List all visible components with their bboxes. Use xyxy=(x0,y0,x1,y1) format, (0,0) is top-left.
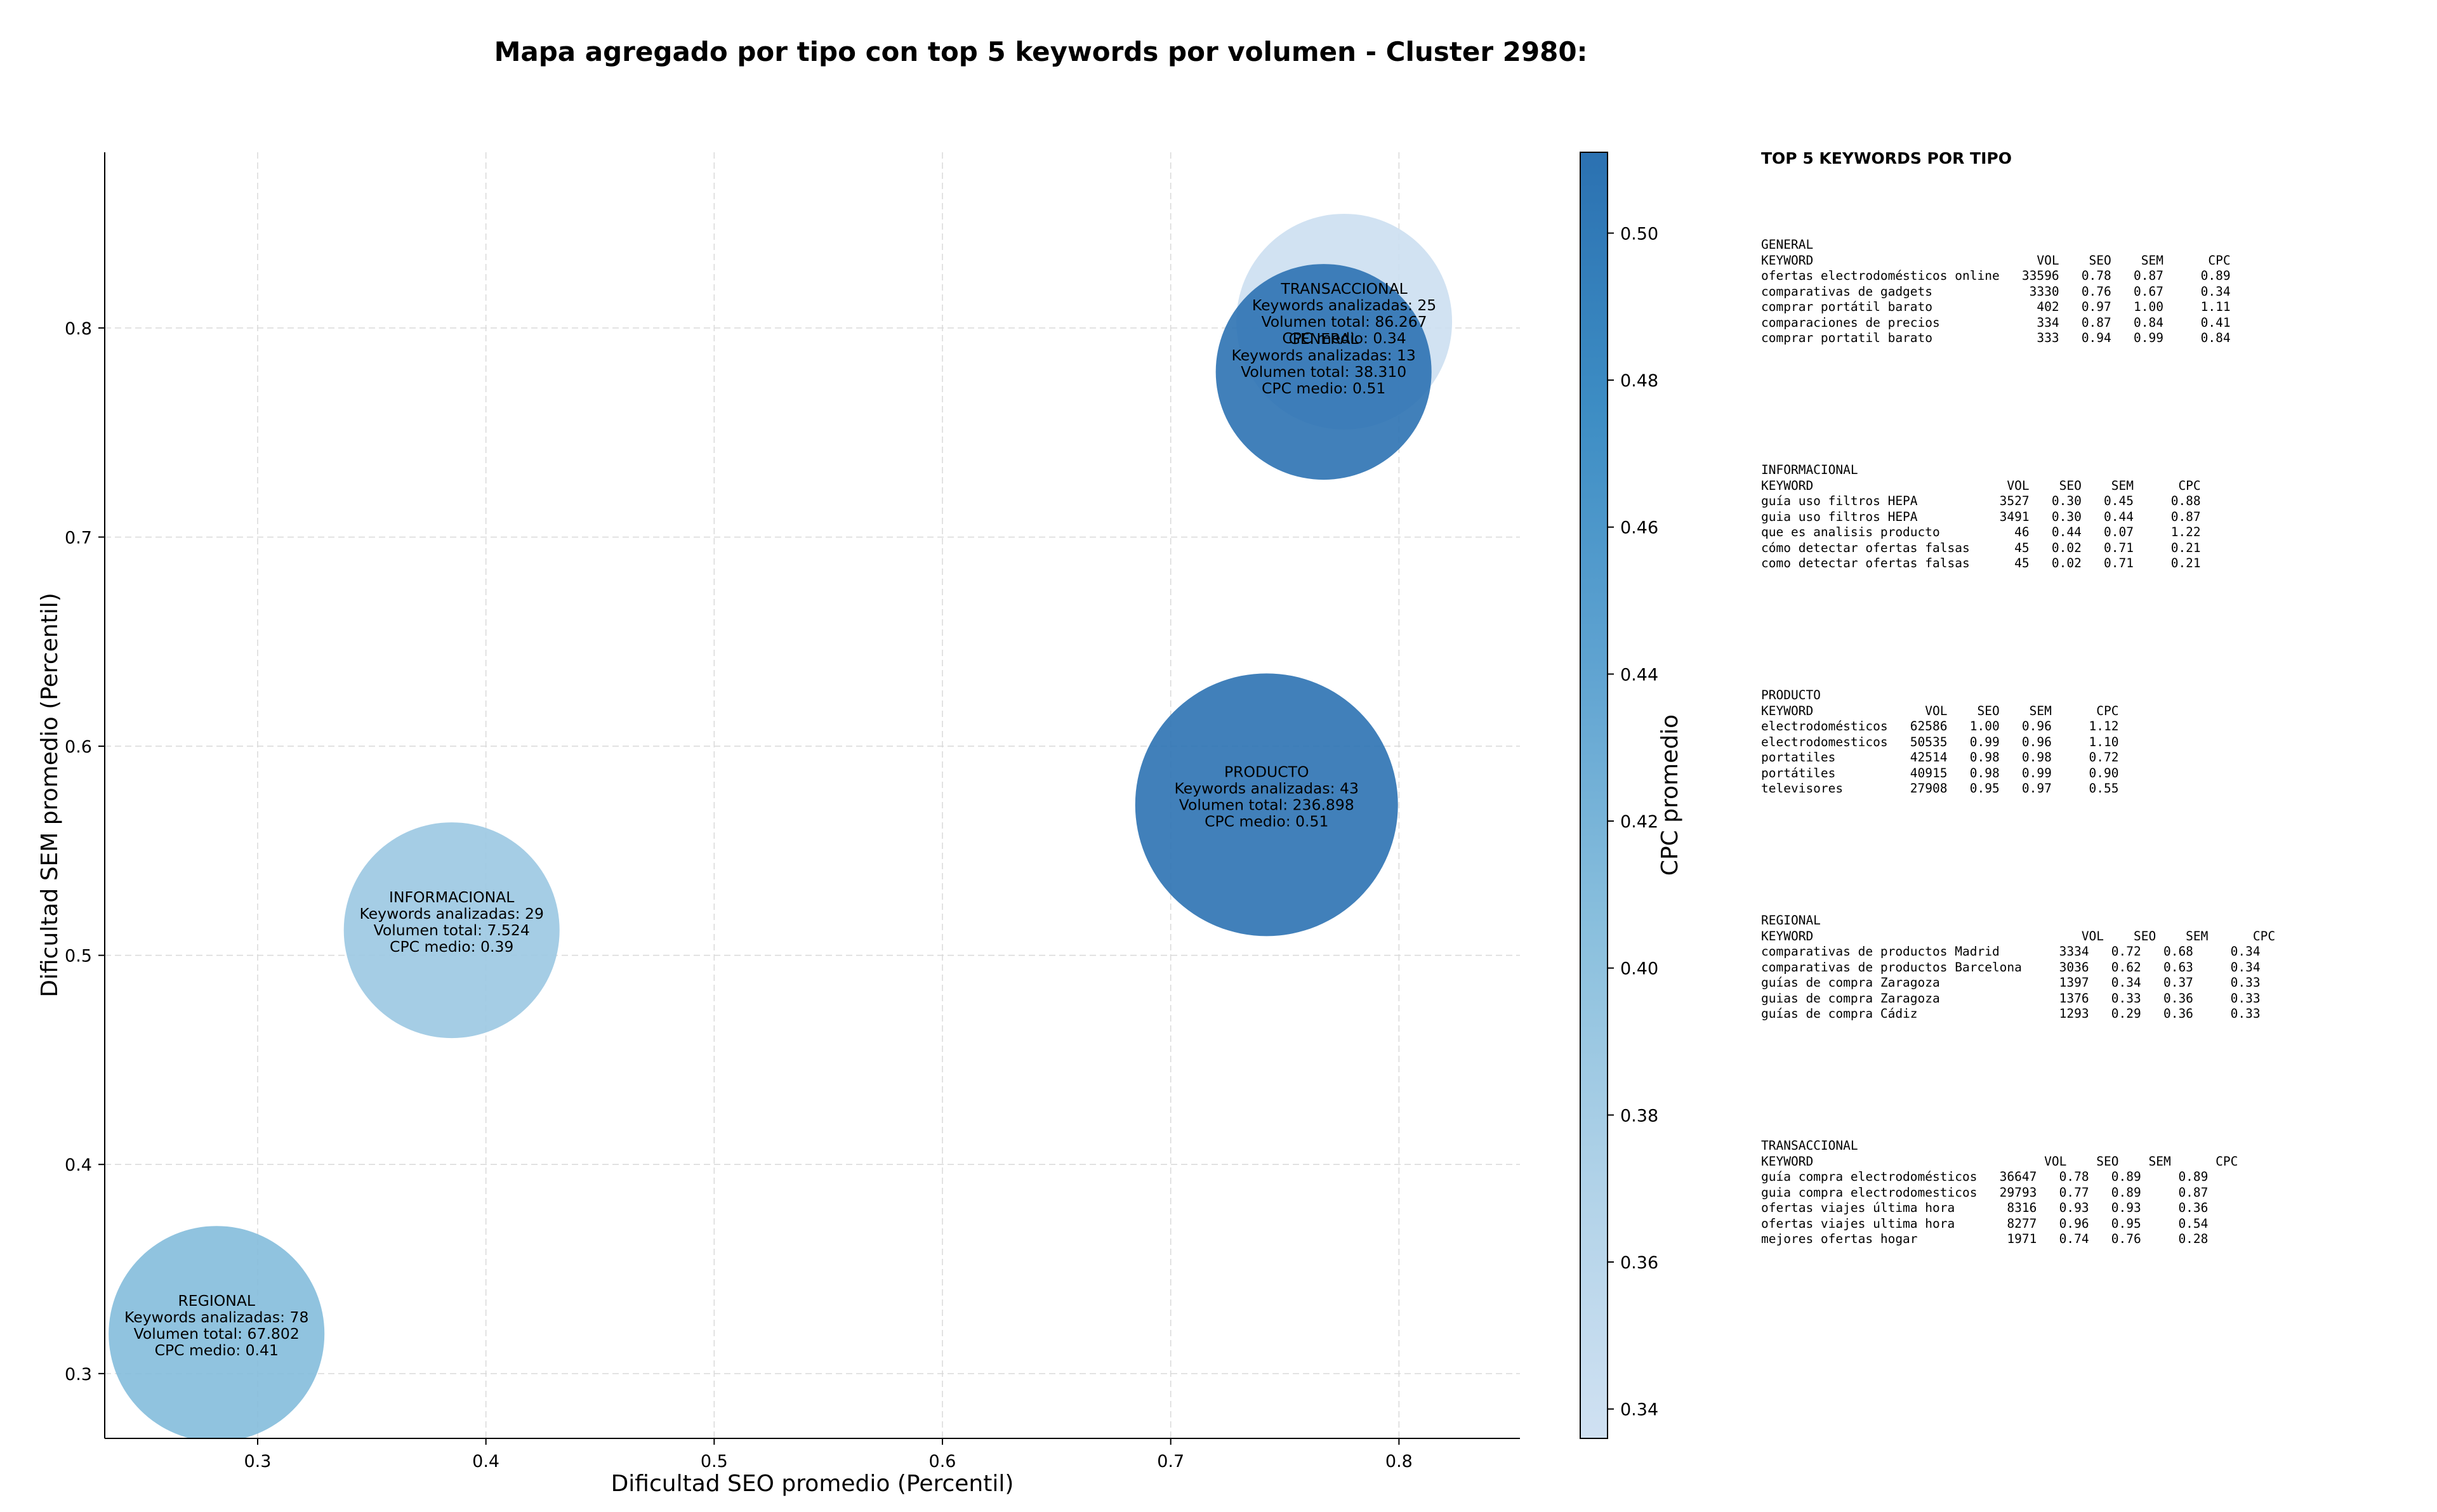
colorbar-tick-label: 0.40 xyxy=(1620,959,1658,979)
bubble-label-producto: PRODUCTO Keywords analizadas: 43 Volumen t… xyxy=(1175,763,1359,830)
bubble-labels: REGIONAL Keywords analizadas: 78 Volumen t… xyxy=(124,280,1436,1359)
x-axis-label: Dificultad SEO promedio (Percentil) xyxy=(611,1471,1014,1497)
chart-title: Mapa agregado por tipo con top 5 keyword… xyxy=(494,36,1588,67)
bubble-label-line: Keywords analizadas: 25 xyxy=(1252,296,1436,314)
keywords-block-producto: PRODUCTO KEYWORD VOL SEO SEM CPC electro… xyxy=(1761,688,2421,913)
keywords-table-regional: REGIONAL KEYWORD VOL SEO SEM CPC compara… xyxy=(1761,913,2276,1021)
colorbar-tick-label: 0.44 xyxy=(1620,665,1658,685)
colorbar-gradient xyxy=(1580,152,1608,1439)
keywords-block-informacional: INFORMACIONAL KEYWORD VOL SEO SEM CPC gu… xyxy=(1761,463,2421,688)
bubble-regional xyxy=(109,1226,325,1438)
bubble-informacional xyxy=(343,822,560,1039)
keywords-table-transaccional: TRANSACCIONAL KEYWORD VOL SEO SEM CPC gu… xyxy=(1761,1138,2238,1246)
bubble-general xyxy=(1215,264,1432,480)
x-tick-label: 0.5 xyxy=(701,1452,728,1471)
y-tick-labels: 0.3 0.4 0.5 0.6 0.7 0.8 xyxy=(65,319,92,1384)
bubble-layer xyxy=(109,213,1453,1438)
colorbar: 0.34 0.36 0.38 0.40 0.42 0.44 0.46 0.48 0.50 xyxy=(1580,152,1658,1439)
bubble-label-line: INFORMACIONAL xyxy=(389,888,514,906)
keywords-table-general: GENERAL KEYWORD VOL SEO SEM CPC ofertas … xyxy=(1761,237,2231,345)
bubble-label-line: TRANSACCIONAL xyxy=(1280,280,1407,298)
y-tick-label: 0.6 xyxy=(65,737,92,757)
y-axis-label: Dificultad SEM promedio (Percentil) xyxy=(37,593,63,997)
x-tick-label: 0.4 xyxy=(472,1452,499,1471)
keywords-table-producto: PRODUCTO KEYWORD VOL SEO SEM CPC electro… xyxy=(1761,688,2119,796)
bubble-label-transaccional: TRANSACCIONAL Keywords analizadas: 25 Volu… xyxy=(1252,280,1436,347)
y-tick-label: 0.5 xyxy=(65,947,92,966)
bubble-producto xyxy=(1135,673,1398,937)
x-tick-labels: 0.3 0.4 0.5 0.6 0.7 0.8 xyxy=(244,1452,1413,1471)
keywords-block-regional: REGIONAL KEYWORD VOL SEO SEM CPC compara… xyxy=(1761,913,2421,1138)
keywords-table-informacional: INFORMACIONAL KEYWORD VOL SEO SEM CPC gu… xyxy=(1761,463,2201,570)
keywords-block-general: GENERAL KEYWORD VOL SEO SEM CPC ofertas … xyxy=(1761,237,2421,463)
colorbar-tick-label: 0.46 xyxy=(1620,518,1658,538)
bubble-label-line: CPC medio: 0.41 xyxy=(155,1341,279,1359)
bubble-label-line: Volumen total: 236.898 xyxy=(1179,796,1354,813)
bubble-label-line: CPC medio: 0.51 xyxy=(1205,812,1328,830)
colorbar-tick-label: 0.34 xyxy=(1620,1400,1658,1420)
colorbar-tick-label: 0.38 xyxy=(1620,1106,1658,1126)
colorbar-tick-label: 0.36 xyxy=(1620,1253,1658,1273)
bubble-label-regional: REGIONAL Keywords analizadas: 78 Volumen t… xyxy=(124,1292,308,1359)
y-tick-label: 0.8 xyxy=(65,319,92,339)
bubble-label-line: CPC medio: 0.34 xyxy=(1282,329,1406,347)
bubble-label-line: CPC medio: 0.39 xyxy=(390,938,513,956)
colorbar-tick-label: 0.42 xyxy=(1620,812,1658,832)
bubble-label-line: GENERAL xyxy=(1289,330,1359,348)
axes xyxy=(98,152,1520,1445)
x-tick-label: 0.8 xyxy=(1385,1452,1413,1471)
top-keywords-panel: TOP 5 KEYWORDS POR TIPO GENERAL KEYWORD … xyxy=(1761,149,2421,1364)
bubble-label-line: Keywords analizadas: 13 xyxy=(1231,346,1415,364)
bubble-label-line: Volumen total: 86.267 xyxy=(1261,313,1427,331)
bubble-label-line: REGIONAL xyxy=(178,1292,255,1310)
bubble-label-line: PRODUCTO xyxy=(1224,763,1309,780)
x-tick-label: 0.6 xyxy=(929,1452,956,1471)
top-keywords-title: TOP 5 KEYWORDS POR TIPO xyxy=(1761,149,2012,168)
x-tick-label: 0.7 xyxy=(1157,1452,1184,1471)
bubble-label-line: Volumen total: 7.524 xyxy=(374,921,530,939)
x-tick-label: 0.3 xyxy=(244,1452,272,1471)
bubble-label-line: Volumen total: 67.802 xyxy=(134,1325,300,1343)
bubble-label-line: Keywords analizadas: 29 xyxy=(359,905,543,923)
colorbar-tick-label: 0.48 xyxy=(1620,371,1658,391)
bubble-label-general: GENERAL Keywords analizadas: 13 Volumen to… xyxy=(1231,330,1415,397)
colorbar-tick-label: 0.50 xyxy=(1620,224,1658,244)
keywords-block-transaccional: TRANSACCIONAL KEYWORD VOL SEO SEM CPC gu… xyxy=(1761,1138,2421,1364)
bubble-label-line: Keywords analizadas: 78 xyxy=(124,1308,308,1326)
bubble-label-line: Volumen total: 38.310 xyxy=(1241,363,1406,381)
bubble-label-line: Keywords analizadas: 43 xyxy=(1175,779,1359,797)
y-tick-label: 0.3 xyxy=(65,1365,92,1384)
y-tick-label: 0.7 xyxy=(65,528,92,548)
y-tick-label: 0.4 xyxy=(65,1155,92,1175)
bubble-label-line: CPC medio: 0.51 xyxy=(1262,379,1385,397)
colorbar-label: CPC promedio xyxy=(1657,714,1683,876)
bubble-label-informacional: INFORMACIONAL Keywords analizadas: 29 Volu… xyxy=(359,888,543,956)
